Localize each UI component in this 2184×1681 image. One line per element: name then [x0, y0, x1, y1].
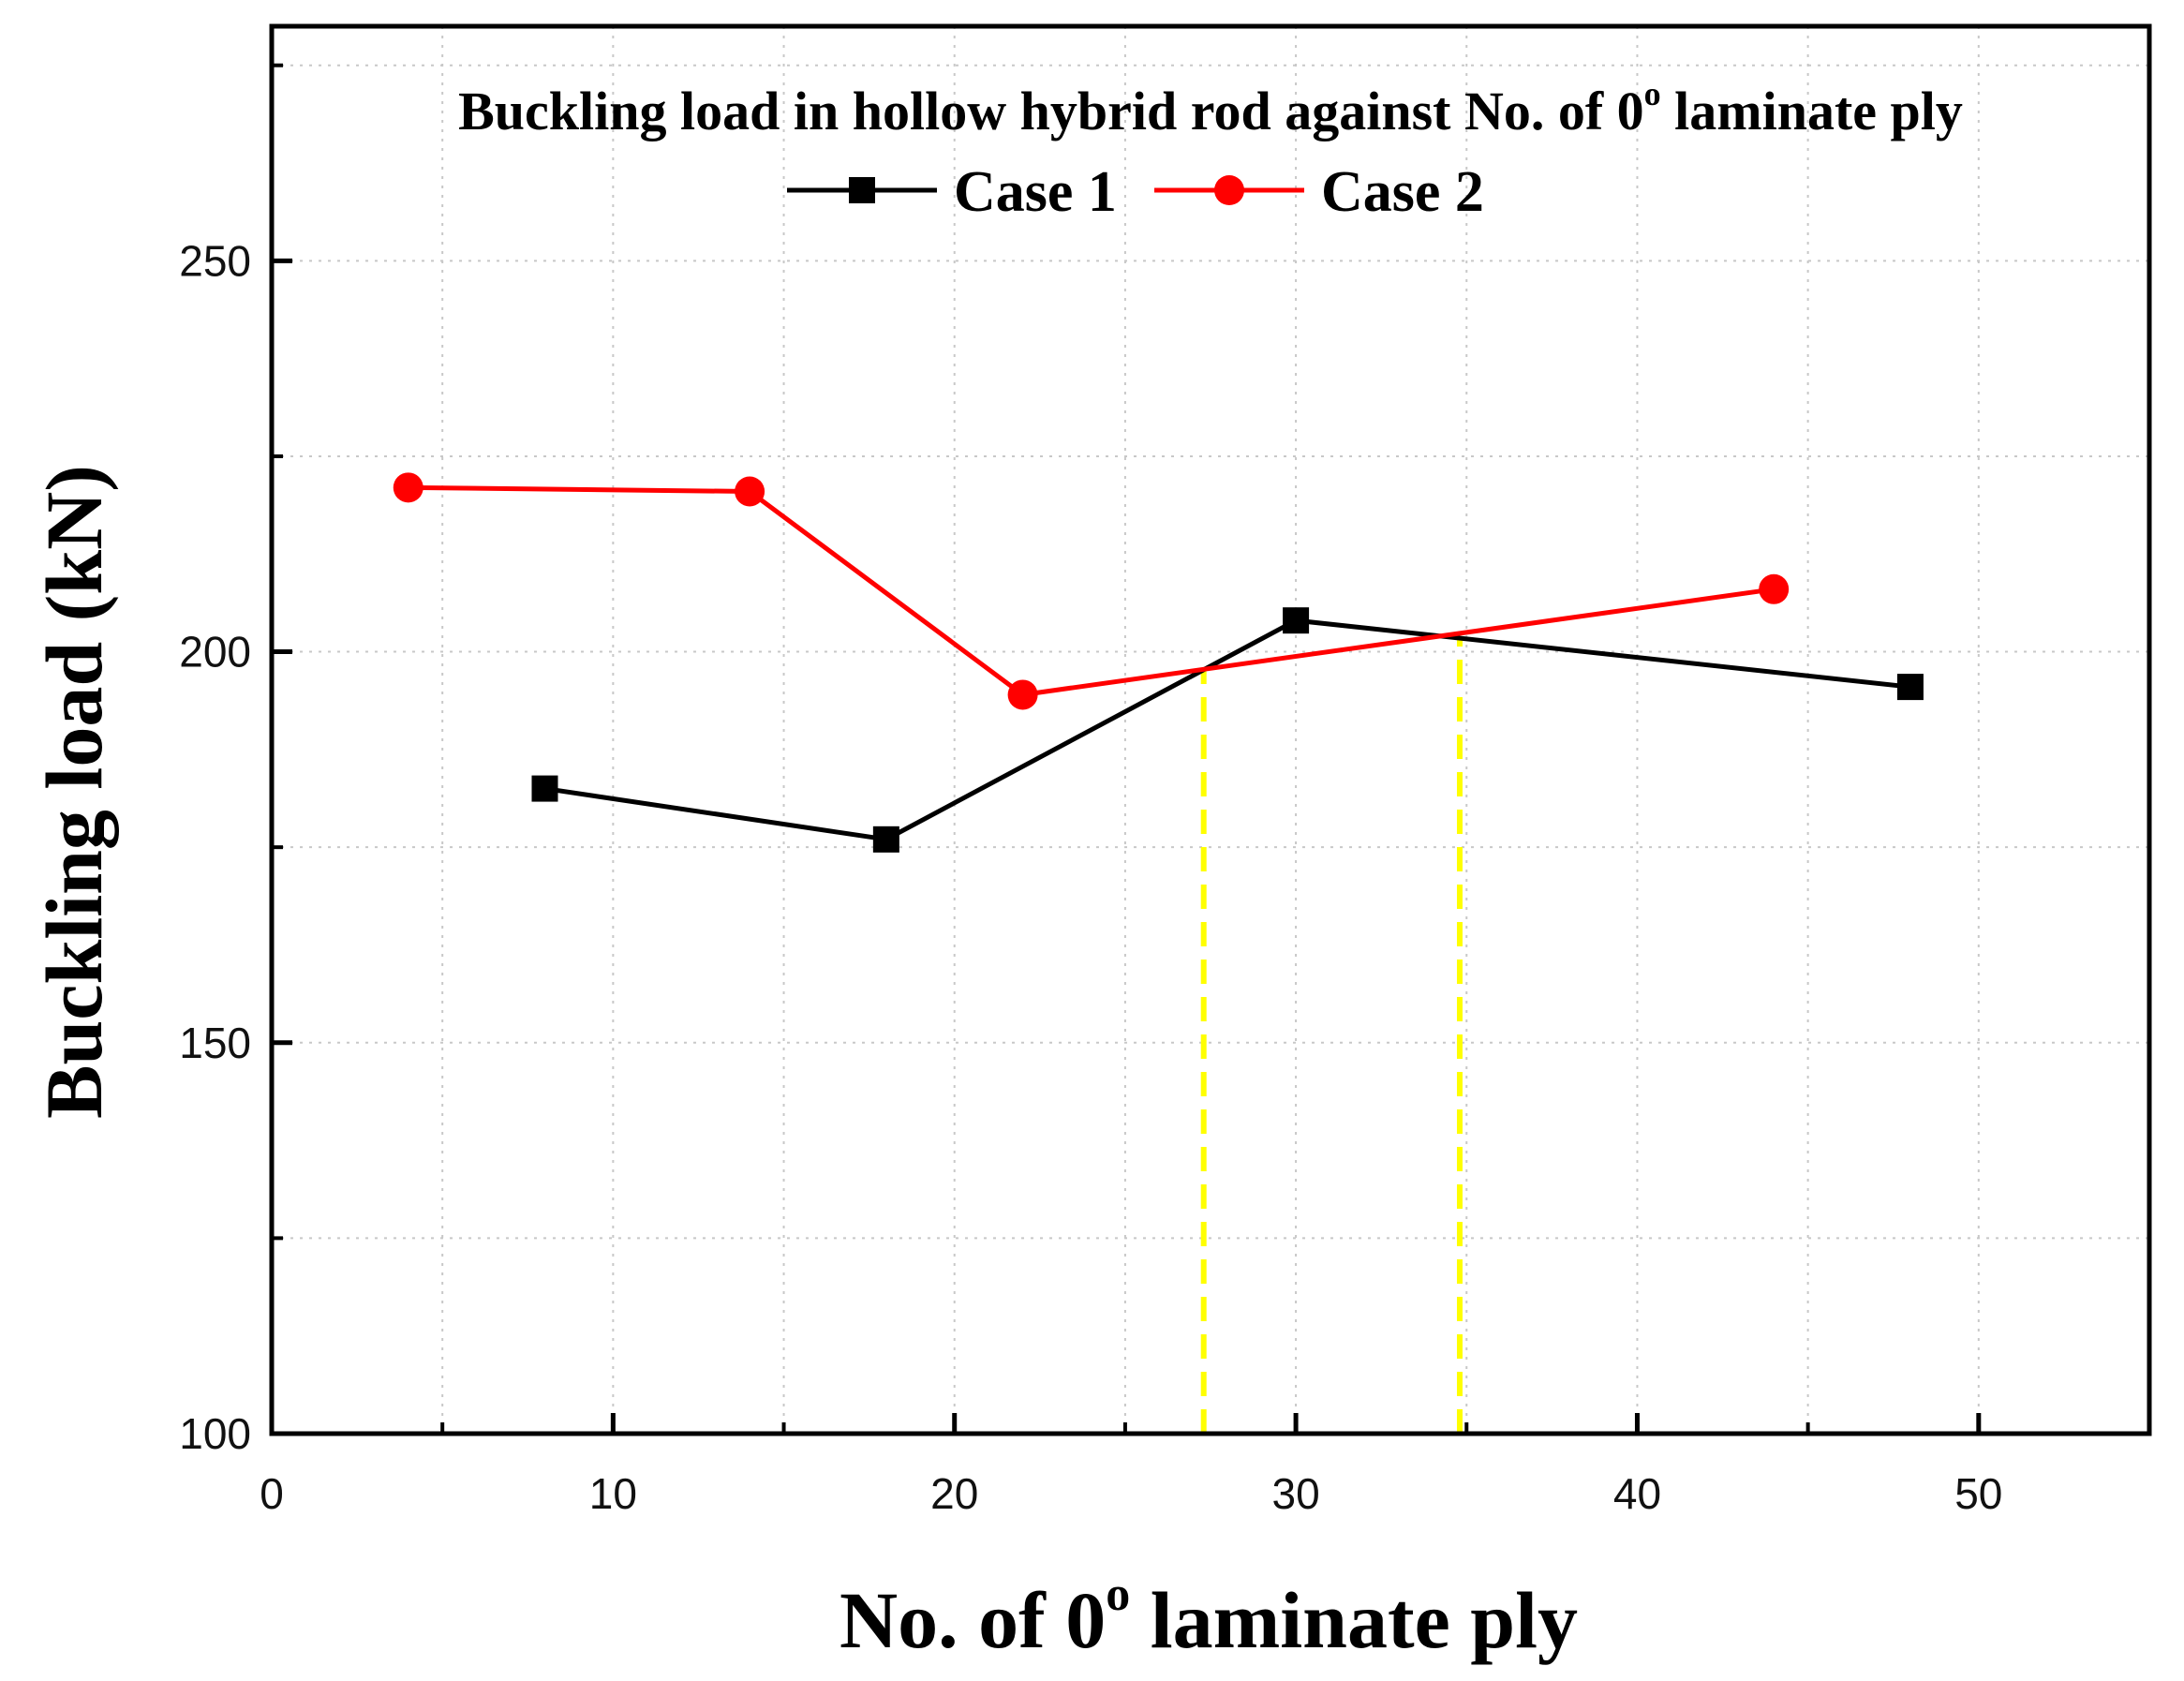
reference-lines — [1200, 635, 1463, 1434]
chart-title-degree: o — [1644, 75, 1661, 112]
data-point-case-1 — [1896, 674, 1924, 701]
legend-label-case-2: Case 2 — [1321, 160, 1484, 224]
y-tick-label: 250 — [179, 236, 251, 285]
x-axis-title: No. of 0o laminate ply — [839, 1568, 1578, 1665]
legend-marker-case-2 — [1214, 175, 1244, 205]
grid — [272, 26, 2149, 1434]
data-point-case-2 — [1759, 573, 1790, 604]
y-tick-label: 200 — [179, 628, 251, 677]
y-tick-label: 150 — [179, 1019, 251, 1067]
x-tick-label: 20 — [930, 1469, 978, 1518]
data-point-case-2 — [735, 476, 765, 507]
series-line-case-1 — [544, 617, 1911, 842]
x-axis-title-rest: laminate ply — [1130, 1575, 1578, 1665]
chart-title: Buckling load in hollow hybrid rod again… — [458, 75, 1963, 141]
x-axis-title-degree: o — [1106, 1568, 1130, 1621]
x-tick-label: 0 — [260, 1469, 284, 1518]
legend-marker-case-1 — [849, 177, 875, 203]
x-tick-label: 40 — [1613, 1469, 1661, 1518]
x-tick-label: 30 — [1272, 1469, 1320, 1518]
data-point-case-2 — [1007, 679, 1038, 710]
plot-frame — [269, 23, 2152, 1436]
y-tick-label: 100 — [179, 1409, 251, 1458]
axis-ticks: 0 10 20 30 40 50 100 150 200 250 — [179, 63, 2002, 1518]
data-point-case-2 — [393, 472, 423, 503]
x-tick-label: 50 — [1954, 1469, 2002, 1518]
data-point-case-1 — [1283, 607, 1310, 634]
chart-title-rest: laminate ply — [1661, 81, 1963, 141]
y-axis-title: Buckling load (kN) — [29, 465, 119, 1119]
legend-label-case-1: Case 1 — [954, 160, 1117, 224]
x-tick-label: 10 — [589, 1469, 637, 1518]
series-line-case-2 — [408, 484, 1775, 698]
data-point-case-1 — [531, 775, 558, 802]
chart-title-main: Buckling load in hollow hybrid rod again… — [458, 81, 1644, 141]
data-point-case-1 — [872, 826, 899, 853]
legend: Case 1 Case 2 — [787, 160, 1484, 224]
x-axis-title-main: No. of 0 — [839, 1575, 1106, 1665]
data-series — [393, 472, 1924, 853]
